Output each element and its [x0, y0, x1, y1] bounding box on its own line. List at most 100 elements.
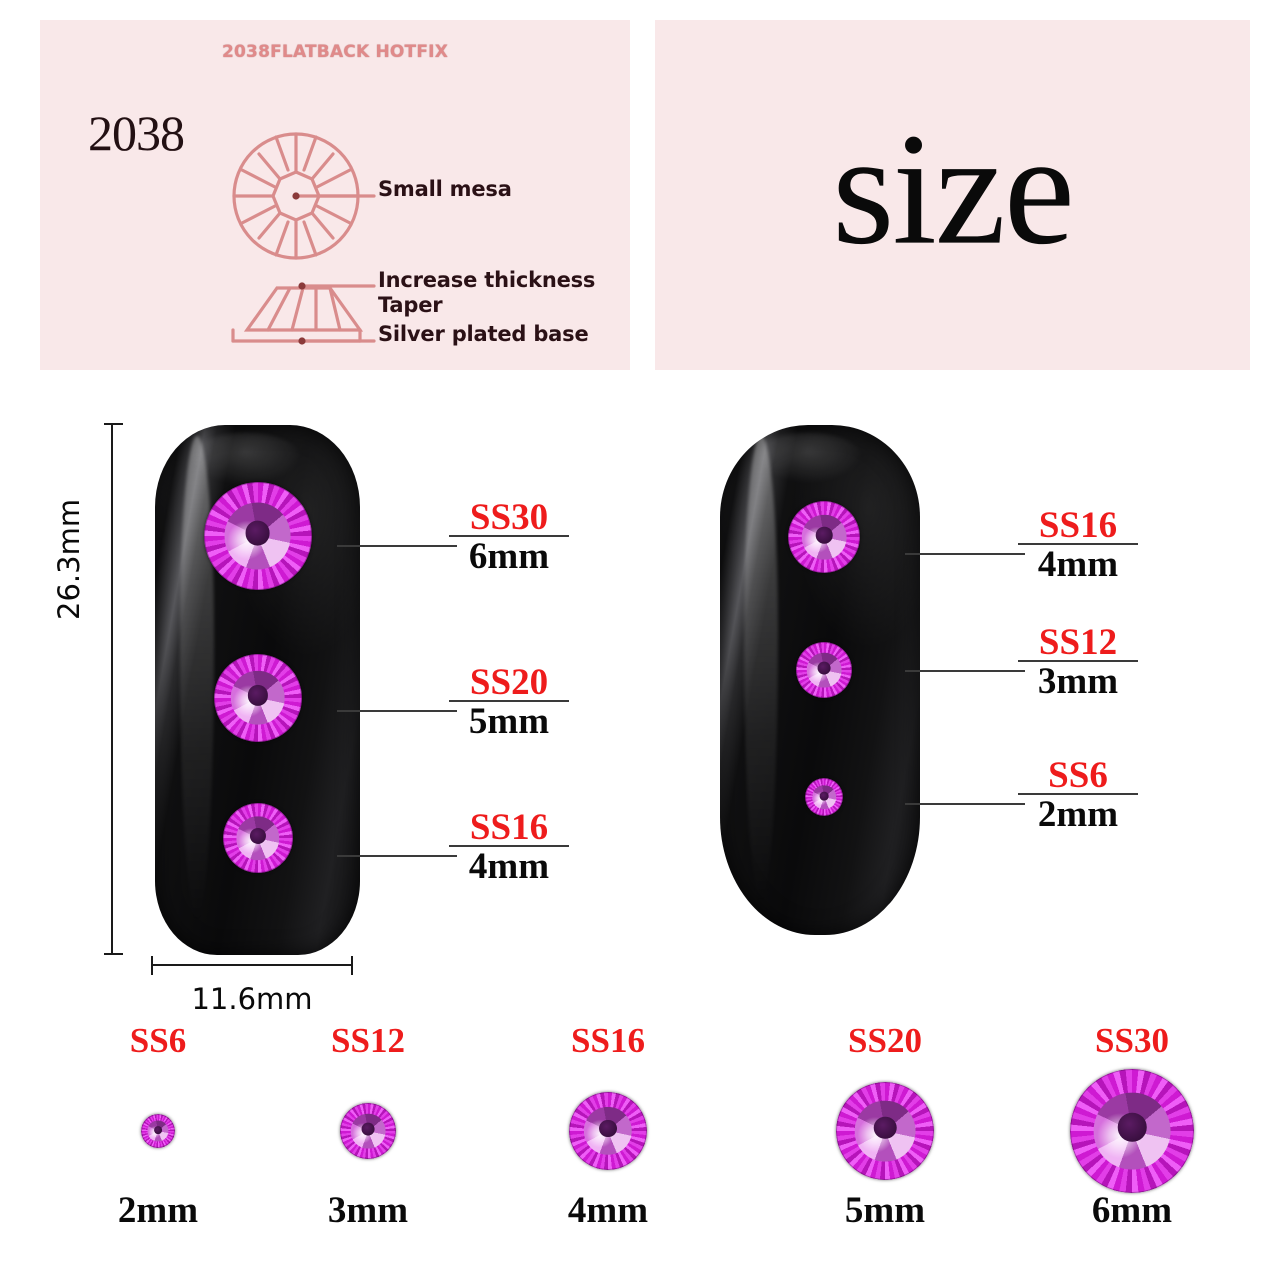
gem-culet: [247, 685, 268, 706]
gem-ss16: [222, 803, 293, 874]
size-item-gem-wrap: [785, 1061, 985, 1189]
gem-rim: [141, 1114, 175, 1148]
gem-culet: [361, 1122, 375, 1136]
callout-ss-label: SS16: [1038, 505, 1118, 546]
callout-line-ss12-right: [905, 670, 1025, 672]
label-taper: Taper: [378, 293, 443, 317]
gem-rim: [1070, 1069, 1194, 1193]
gem-ss20-sample: [836, 1081, 934, 1180]
callout-ss-label: SS30: [469, 497, 549, 538]
callout-ss-label: SS12: [1038, 622, 1118, 663]
flatback-diagram-panel: 2038FLATBACK HOTFIX 2038: [40, 20, 630, 370]
gem-culet: [249, 828, 266, 845]
gem-culet: [245, 520, 270, 546]
gem-ss16-sample: [569, 1091, 647, 1170]
gem-culet: [815, 526, 833, 544]
callout-ss-label: SS6: [1048, 755, 1108, 796]
gem-rim: [340, 1103, 396, 1159]
callout-ss12-right: SS12 3mm: [1018, 624, 1138, 702]
label-increase-thickness: Increase thickness: [378, 268, 596, 292]
leader-dots: [292, 192, 306, 345]
flatback-technical-drawing: [231, 132, 376, 345]
gem-ss12-right: [796, 641, 852, 698]
callout-rule: [1018, 659, 1138, 662]
size-item-gem-wrap: [1032, 1061, 1232, 1193]
size-item-mm-label: 5mm: [844, 1189, 926, 1231]
callout-ss6-right: SS6 2mm: [1018, 757, 1138, 835]
callout-line-ss16-left: [337, 855, 457, 857]
gem-ss6-sample: [141, 1113, 175, 1148]
callout-line-ss6-right: [905, 803, 1025, 805]
gem-ss20: [213, 653, 302, 742]
callout-line-ss20: [337, 710, 457, 712]
gem-culet: [817, 661, 831, 675]
side-view-trapezoid: [243, 286, 364, 332]
gem-rim: [796, 642, 852, 698]
gem-rim: [836, 1082, 934, 1180]
size-item-gem-wrap: [508, 1061, 708, 1189]
label-silver-plated-base: Silver plated base: [378, 322, 589, 346]
size-item-ss-label: SS6: [129, 1021, 187, 1060]
callout-line-ss16-right: [905, 553, 1025, 555]
callout-ss20: SS20 5mm: [449, 664, 569, 742]
dimension-label-height: 26.3mm: [52, 498, 86, 620]
callout-line-ss30: [337, 545, 457, 547]
size-comparison-row: SS6 2mm SS12 3mm: [0, 1021, 1288, 1282]
gem-culet: [154, 1125, 162, 1134]
size-item-ss-label: SS30: [1095, 1021, 1169, 1060]
leader-lines: [294, 194, 376, 343]
gem-rim: [805, 778, 843, 816]
gem-rim: [214, 654, 302, 742]
callout-rule: [449, 699, 569, 702]
dimension-label-width: 11.6mm: [191, 982, 313, 1016]
gem-rim: [223, 803, 293, 873]
callout-ss-label: SS20: [469, 662, 549, 703]
callout-ss16-right: SS16 4mm: [1018, 507, 1138, 585]
gem-rim: [569, 1092, 647, 1170]
gem-ss30: [203, 482, 312, 591]
label-small-mesa: Small mesa: [378, 177, 512, 201]
callout-mm-label: 5mm: [468, 700, 550, 742]
gem-ss30-sample: [1070, 1068, 1194, 1193]
size-item-gem-wrap: [268, 1061, 468, 1189]
callout-mm-label: 2mm: [1037, 793, 1119, 835]
callout-ss30: SS30 6mm: [449, 499, 569, 577]
size-item-ss30: SS30 6mm: [1032, 1021, 1232, 1232]
callout-rule: [449, 844, 569, 847]
gem-culet: [599, 1119, 617, 1138]
callout-rule: [449, 534, 569, 537]
nail-left: [155, 425, 360, 955]
gem-rim: [788, 501, 860, 573]
size-item-ss12: SS12 3mm: [268, 1021, 468, 1232]
size-item-ss-label: SS20: [848, 1021, 922, 1060]
dimension-line-height: [104, 423, 123, 955]
size-item-mm-label: 6mm: [1091, 1189, 1173, 1231]
gem-ss12-sample: [340, 1102, 396, 1159]
gem-ss6-right: [805, 778, 843, 817]
callout-rule: [1018, 792, 1138, 795]
size-item-mm-label: 3mm: [327, 1189, 409, 1231]
gem-ss16-right: [788, 501, 860, 574]
size-item-ss20: SS20 5mm: [785, 1021, 985, 1232]
gem-culet: [819, 791, 829, 801]
panel-heading: 2038FLATBACK HOTFIX: [222, 42, 448, 62]
size-title-panel: size: [655, 20, 1250, 370]
callout-mm-label: 3mm: [1037, 660, 1119, 702]
size-item-ss-label: SS12: [331, 1021, 405, 1060]
nail-right: [720, 425, 920, 935]
size-item-gem-wrap: [58, 1061, 258, 1189]
callout-ss16-left: SS16 4mm: [449, 809, 569, 887]
size-item-ss-label: SS16: [571, 1021, 645, 1060]
callout-rule: [1018, 542, 1138, 545]
callout-mm-label: 4mm: [1037, 543, 1119, 585]
gem-culet: [1117, 1112, 1147, 1142]
size-item-mm-label: 2mm: [117, 1189, 199, 1231]
size-item-ss6: SS6 2mm: [58, 1021, 258, 1232]
size-title: size: [832, 99, 1075, 278]
model-number: 2038: [88, 105, 185, 161]
gem-rim: [204, 482, 312, 590]
gem-culet: [873, 1116, 897, 1140]
callout-ss-label: SS16: [469, 807, 549, 848]
dimension-line-width: [151, 956, 353, 975]
